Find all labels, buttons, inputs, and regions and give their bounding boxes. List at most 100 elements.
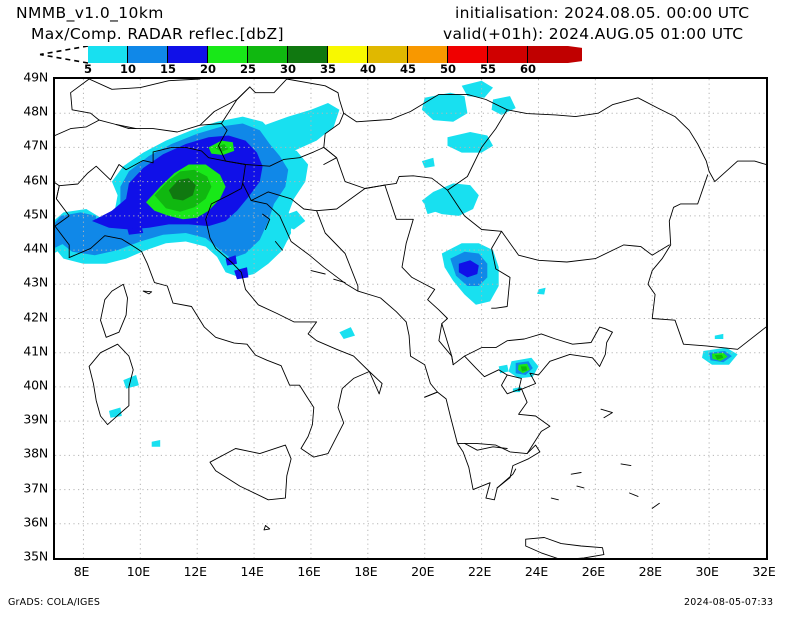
latitude-tick-label: 37N — [23, 480, 48, 496]
radar-echo-contour — [421, 157, 435, 168]
latitude-tick-label: 45N — [23, 206, 48, 222]
radar-echo-contour — [151, 440, 161, 447]
model-name-label: NMMB_v1.0_10km — [16, 4, 164, 22]
coastline-path — [274, 241, 283, 251]
coastline-path — [209, 444, 292, 501]
latitude-tick-label: 36N — [23, 514, 48, 530]
latitude-tick-label: 38N — [23, 445, 48, 461]
colorbar-tick-label: 40 — [359, 62, 377, 76]
coastline-path — [310, 270, 326, 275]
longitude-tick-label: 14E — [240, 564, 264, 579]
colorbar: 5 10 15 20 25 30 35 40 45 50 55 60 — [22, 46, 582, 76]
coastline-path — [199, 86, 251, 126]
coastline-path — [263, 525, 271, 531]
radar-echo-contour — [228, 209, 294, 271]
latitude-tick-label: 46N — [23, 172, 48, 188]
longitude-tick-label: 12E — [183, 564, 207, 579]
colorbar-swatch — [408, 46, 448, 63]
footer-timestamp: 2024-08-05-07:33 — [684, 597, 774, 608]
coastline-path — [262, 213, 271, 230]
coastline-path — [452, 326, 613, 366]
longitude-tick-label: 10E — [126, 564, 150, 579]
radar-echo-contour — [714, 354, 724, 360]
coastline-path — [525, 537, 605, 558]
longitude-tick-label: 28E — [638, 564, 662, 579]
coastline-path — [333, 278, 346, 284]
longitude-tick-label: 20E — [411, 564, 435, 579]
latitude-tick-label: 41N — [23, 343, 48, 359]
coastline-path — [576, 485, 585, 489]
coastline-path — [464, 442, 508, 451]
longitude-tick-label: 16E — [297, 564, 321, 579]
radar-echo-contour — [339, 327, 355, 339]
coastline-path — [250, 184, 386, 212]
coastline-path — [384, 184, 454, 366]
colorbar-tick-label: 25 — [239, 62, 257, 76]
coastline-path — [88, 343, 134, 426]
radar-echo-contour — [458, 260, 479, 278]
coastline-path — [323, 146, 338, 165]
radar-echo-contour — [520, 366, 528, 372]
coastline-path — [286, 79, 345, 114]
colorbar-under-arrow-icon — [39, 46, 89, 64]
latitude-tick-label: 44N — [23, 240, 48, 256]
footer-credit: GrADS: COLA/IGES — [8, 597, 101, 608]
radar-echo-contour — [714, 333, 724, 339]
coastline-path — [323, 109, 508, 191]
initialisation-time-label: initialisation: 2024.08.05. 00:00 UTC — [455, 4, 750, 22]
colorbar-tick-label: 60 — [519, 62, 537, 76]
coastline-path — [620, 463, 632, 467]
radar-echo-contour — [127, 226, 144, 235]
longitude-tick-label: 24E — [524, 564, 549, 579]
latitude-tick-label: 39N — [23, 411, 48, 427]
coastline-path — [88, 79, 201, 90]
colorbar-swatch — [368, 46, 408, 63]
coastline-path — [447, 189, 511, 309]
colorbar-swatch — [208, 46, 248, 63]
coastline-layer — [55, 79, 766, 558]
radar-echo-contour — [214, 144, 229, 152]
colorbar-swatch — [328, 46, 368, 63]
radar-echo-contour — [168, 178, 196, 201]
coastline-path — [70, 79, 100, 121]
radar-echo-contour — [461, 80, 493, 98]
map-plot-area — [53, 77, 768, 560]
coastline-path — [464, 355, 508, 378]
radar-echo-contour — [537, 287, 546, 295]
coastline-path — [651, 502, 660, 509]
longitude-tick-label: 30E — [695, 564, 719, 579]
coastline-path — [100, 283, 128, 338]
colorbar-tick-label: 10 — [119, 62, 137, 76]
coastline-path — [242, 182, 407, 323]
coastline-path — [142, 290, 153, 295]
coastline-path — [68, 235, 383, 458]
colorbar-over-arrow-icon — [568, 46, 582, 63]
latitude-tick-label: 35N — [23, 548, 48, 564]
coastline-path — [220, 79, 288, 124]
coastline-path — [599, 331, 613, 367]
colorbar-swatch — [488, 46, 528, 63]
coastline-path — [55, 146, 246, 259]
colorbar-swatch — [128, 46, 168, 63]
colorbar-caps — [39, 46, 582, 64]
radar-echo-contour — [225, 255, 237, 266]
radar-echo-contour — [421, 92, 468, 122]
latitude-tick-label: 40N — [23, 377, 48, 393]
coastline-path — [550, 497, 559, 501]
latitude-tick-label: 48N — [23, 103, 48, 119]
coastline-path — [496, 468, 517, 489]
coastline-path — [115, 124, 137, 130]
radar-echo-contour — [55, 212, 97, 248]
coastline-path — [570, 472, 582, 475]
colorbar-tick-label: 35 — [319, 62, 337, 76]
longitude-tick-label: 8E — [73, 564, 90, 579]
colorbar-swatch — [448, 46, 488, 63]
coastline-path — [501, 230, 670, 263]
colorbar-tick-label: 45 — [399, 62, 417, 76]
latitude-tick-label: 43N — [23, 274, 48, 290]
coastline-path — [424, 391, 541, 501]
colorbar-swatch — [88, 46, 128, 63]
longitude-tick-label: 22E — [467, 564, 492, 579]
colorbar-tick-label: 20 — [199, 62, 217, 76]
